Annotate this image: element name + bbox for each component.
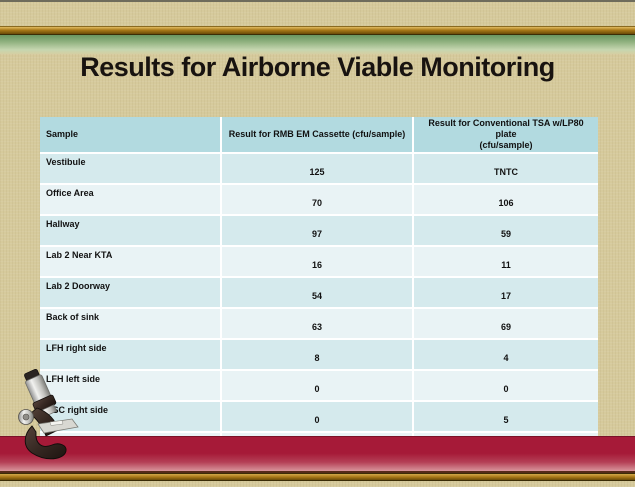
header-conventional-tsa: Result for Conventional TSA w/LP80 plate… bbox=[414, 117, 598, 154]
sample-cell: Office Area bbox=[40, 185, 222, 216]
rmb-value-cell: 54 bbox=[222, 278, 414, 309]
tsa-value-cell: 106 bbox=[414, 185, 598, 216]
table-row: Hallway 97 59 bbox=[40, 216, 598, 247]
rmb-value-cell: 125 bbox=[222, 154, 414, 185]
table-row: LFH right side 8 4 bbox=[40, 340, 598, 371]
sample-cell: LFH right side bbox=[40, 340, 222, 371]
rmb-value-cell: 0 bbox=[222, 402, 414, 433]
header-rmb-label: Result for RMB EM Cassette (cfu/sample) bbox=[228, 129, 406, 139]
bottom-red-band bbox=[0, 436, 635, 473]
tsa-value-cell: 11 bbox=[414, 247, 598, 278]
table-row: Back of sink 63 69 bbox=[40, 309, 598, 340]
sample-cell: Vestibule bbox=[40, 154, 222, 185]
sample-cell: Lab 2 Near KTA bbox=[40, 247, 222, 278]
tsa-value-cell: 17 bbox=[414, 278, 598, 309]
rmb-value-cell: 97 bbox=[222, 216, 414, 247]
results-table: Sample Result for RMB EM Cassette (cfu/s… bbox=[40, 117, 598, 464]
tsa-value-cell: 0 bbox=[414, 371, 598, 402]
table-row: LFH left side 0 0 bbox=[40, 371, 598, 402]
tsa-value-cell: 5 bbox=[414, 402, 598, 433]
table-row: Lab 2 Near KTA 16 11 bbox=[40, 247, 598, 278]
table-row: Office Area 70 106 bbox=[40, 185, 598, 216]
header-tsa-sublabel: (cfu/sample) bbox=[479, 140, 533, 150]
rmb-value-cell: 16 bbox=[222, 247, 414, 278]
table-row: Vestibule 125 TNTC bbox=[40, 154, 598, 185]
tsa-value-cell: 4 bbox=[414, 340, 598, 371]
header-tsa-label: Result for Conventional TSA w/LP80 plate bbox=[428, 118, 584, 139]
rmb-value-cell: 0 bbox=[222, 371, 414, 402]
microscope-icon bbox=[18, 368, 79, 460]
sample-cell: Lab 2 Doorway bbox=[40, 278, 222, 309]
top-green-band bbox=[0, 35, 635, 54]
bottom-gold-stripe bbox=[0, 473, 635, 481]
table-header-row: Sample Result for RMB EM Cassette (cfu/s… bbox=[40, 117, 598, 154]
table-row: Lab 2 Doorway 54 17 bbox=[40, 278, 598, 309]
header-sample-label: Sample bbox=[46, 129, 79, 139]
table-row: BSC right side 0 5 bbox=[40, 402, 598, 433]
slide-title: Results for Airborne Viable Monitoring bbox=[80, 52, 555, 82]
rmb-value-cell: 70 bbox=[222, 185, 414, 216]
sample-cell: Hallway bbox=[40, 216, 222, 247]
sample-cell: BSC right side bbox=[40, 402, 222, 433]
tsa-value-cell: TNTC bbox=[414, 154, 598, 185]
rmb-value-cell: 63 bbox=[222, 309, 414, 340]
header-rmb-cassette: Result for RMB EM Cassette (cfu/sample) bbox=[222, 117, 414, 154]
sample-cell: LFH left side bbox=[40, 371, 222, 402]
tsa-value-cell: 69 bbox=[414, 309, 598, 340]
header-sample: Sample bbox=[40, 117, 222, 154]
rmb-value-cell: 8 bbox=[222, 340, 414, 371]
sample-cell: Back of sink bbox=[40, 309, 222, 340]
tsa-value-cell: 59 bbox=[414, 216, 598, 247]
